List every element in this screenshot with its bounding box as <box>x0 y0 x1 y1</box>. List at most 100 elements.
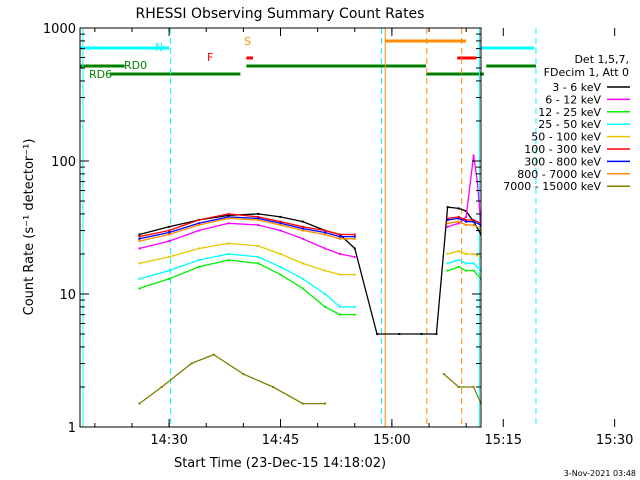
data-point <box>495 240 497 242</box>
data-point <box>495 247 497 249</box>
data-point <box>495 236 497 238</box>
legend-entry: 6 - 12 keV <box>545 93 601 106</box>
data-point <box>197 229 200 232</box>
data-point <box>227 252 230 255</box>
data-point <box>227 222 230 225</box>
data-point <box>301 220 304 223</box>
legend-entry: 3 - 6 keV <box>552 81 601 94</box>
x-tick-label: 14:45 <box>262 433 299 448</box>
data-point <box>197 219 200 222</box>
data-point <box>242 373 245 376</box>
data-point <box>457 259 460 262</box>
data-point <box>487 232 489 234</box>
data-point <box>338 313 341 316</box>
data-point <box>279 265 282 268</box>
data-point <box>138 402 141 405</box>
flag-label: S <box>244 35 251 48</box>
data-point <box>446 225 449 228</box>
data-point <box>197 222 200 225</box>
chart-title: RHESSI Observing Summary Count Rates <box>136 6 425 22</box>
data-point <box>257 219 260 222</box>
series-line-4 <box>447 250 481 258</box>
data-point <box>446 252 449 255</box>
data-point <box>324 233 327 236</box>
data-point <box>138 240 141 243</box>
data-point <box>301 402 304 405</box>
data-point <box>301 237 304 240</box>
data-point <box>487 278 489 280</box>
data-point <box>160 385 163 388</box>
legend-entry: 300 - 800 keV <box>524 155 601 168</box>
data-point <box>212 353 215 356</box>
data-point <box>465 215 468 218</box>
y-axis-label: Count Rate (s⁻¹ detector⁻¹) <box>22 139 37 316</box>
data-point <box>257 224 260 227</box>
data-point <box>446 269 449 272</box>
data-point <box>457 207 460 210</box>
data-point <box>279 224 282 227</box>
data-point <box>279 220 282 223</box>
data-point <box>353 233 356 236</box>
data-point <box>376 333 379 336</box>
legend-header: Det 1,5,7, <box>574 53 629 66</box>
data-point <box>324 247 327 250</box>
series-line-8 <box>443 373 481 404</box>
data-point <box>487 226 489 228</box>
data-point <box>257 244 260 247</box>
x-axis-label: Start Time (23-Dec-15 14:18:02) <box>174 456 386 471</box>
data-point <box>257 255 260 258</box>
series-group <box>138 154 497 405</box>
data-point <box>487 234 489 236</box>
data-point <box>435 333 438 336</box>
series-line-5 <box>139 213 355 238</box>
data-point <box>138 262 141 265</box>
legend-entry: 7000 - 15000 keV <box>503 180 601 193</box>
data-point <box>472 262 475 265</box>
data-point <box>472 219 475 222</box>
data-point <box>495 266 497 268</box>
data-point <box>338 237 341 240</box>
series-line-4 <box>139 242 355 276</box>
flag-label: RD6 <box>89 68 112 81</box>
data-point <box>227 242 230 245</box>
plot-frame <box>79 27 482 428</box>
data-point <box>487 262 489 264</box>
data-point <box>168 231 171 234</box>
data-point <box>138 233 141 236</box>
series-line-1 <box>447 155 481 228</box>
data-point <box>227 215 230 218</box>
data-point <box>472 154 475 157</box>
series-line-8 <box>139 353 326 405</box>
data-point <box>398 333 401 336</box>
legend-entry: 12 - 25 keV <box>538 106 601 119</box>
data-point <box>257 262 260 265</box>
data-point <box>472 252 475 255</box>
data-point <box>465 220 468 223</box>
data-point <box>324 231 327 234</box>
data-point <box>465 252 468 255</box>
data-point <box>301 229 304 232</box>
data-point <box>446 206 449 209</box>
data-point <box>457 220 460 223</box>
legend-header: FDecim 1, Att 0 <box>544 66 629 79</box>
data-point <box>465 210 468 213</box>
data-point <box>227 214 230 217</box>
x-tick-label: 15:30 <box>596 433 633 448</box>
data-point <box>324 305 327 308</box>
status-flags: N RD0 RD6 F S <box>80 35 536 81</box>
data-point <box>495 232 497 234</box>
data-point <box>487 228 489 230</box>
data-point <box>301 277 304 280</box>
data-point <box>168 233 171 236</box>
data-point <box>487 240 489 242</box>
data-point <box>446 217 449 220</box>
data-point <box>465 269 468 272</box>
x-tick-label: 15:00 <box>373 433 410 448</box>
data-point <box>353 237 356 240</box>
y-tick-label: 10 <box>59 288 76 303</box>
series-line-7 <box>139 217 355 242</box>
data-point <box>279 215 282 218</box>
data-point <box>495 230 497 232</box>
data-point <box>257 215 260 218</box>
